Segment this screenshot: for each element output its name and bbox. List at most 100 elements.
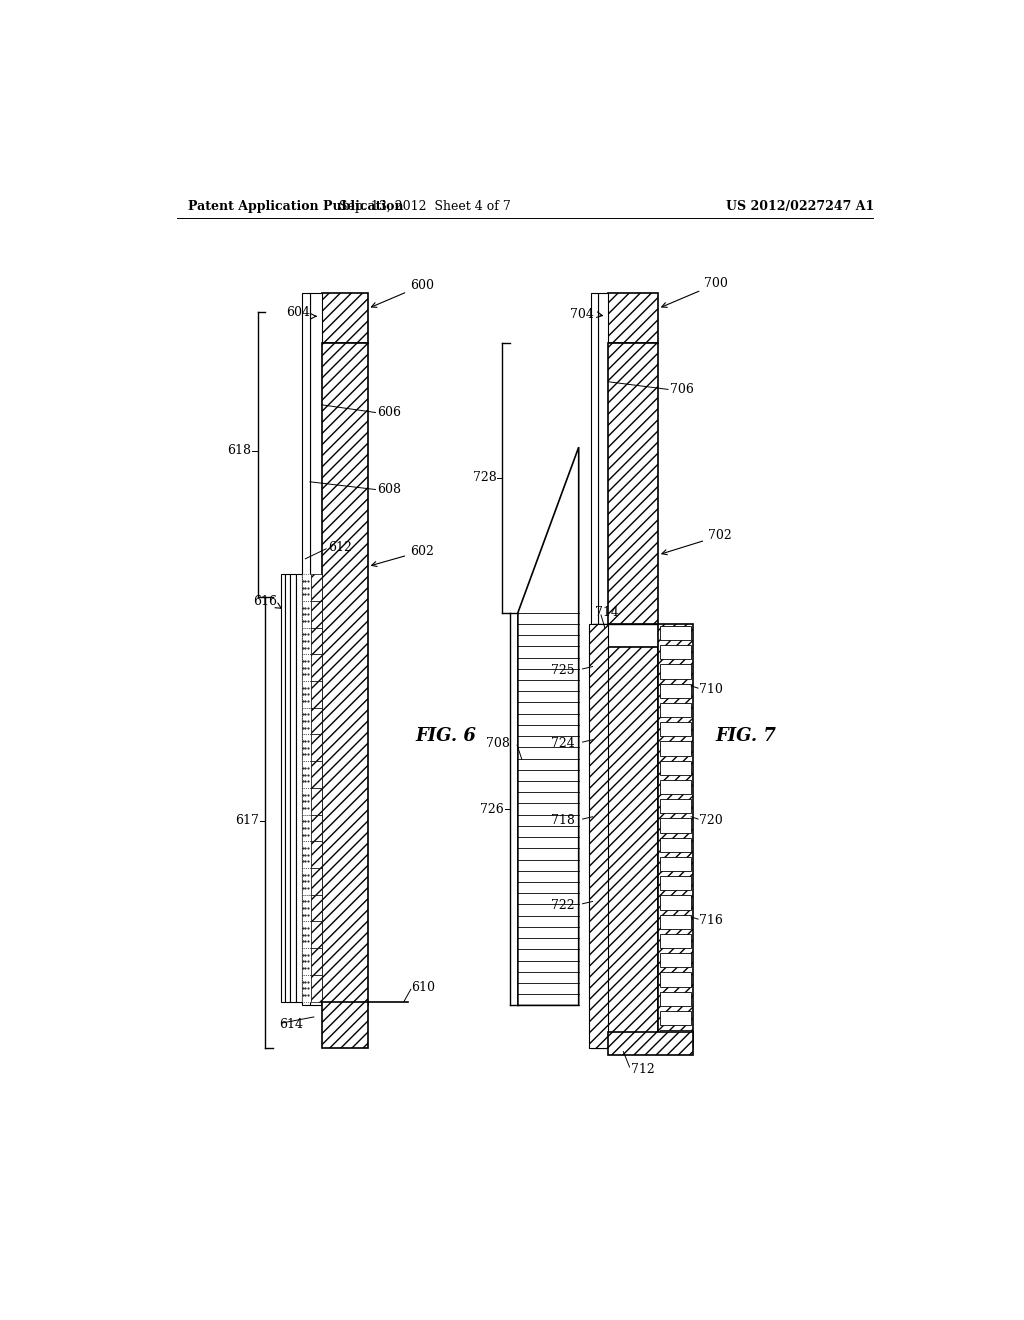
Bar <box>310 841 322 869</box>
Bar <box>659 645 691 660</box>
Text: Sep. 13, 2012  Sheet 4 of 7: Sep. 13, 2012 Sheet 4 of 7 <box>339 199 511 213</box>
Text: 710: 710 <box>698 684 723 696</box>
Text: 720: 720 <box>698 814 723 828</box>
Bar <box>310 762 322 788</box>
Bar <box>608 1032 692 1056</box>
Text: 600: 600 <box>372 279 434 308</box>
Bar <box>659 1011 691 1026</box>
Bar <box>658 624 692 1048</box>
Text: 712: 712 <box>631 1063 654 1076</box>
Text: 700: 700 <box>662 277 728 308</box>
Bar <box>322 293 368 343</box>
Bar <box>659 818 691 833</box>
Text: 706: 706 <box>670 383 693 396</box>
Text: FIG. 6: FIG. 6 <box>416 727 476 744</box>
Bar <box>659 933 691 948</box>
Text: 702: 702 <box>662 529 732 554</box>
Bar <box>310 601 322 627</box>
Text: 604: 604 <box>286 306 310 319</box>
Bar <box>310 814 322 841</box>
Bar <box>591 293 598 1048</box>
Bar <box>301 681 310 708</box>
Text: 617: 617 <box>236 814 259 828</box>
Bar <box>301 841 310 869</box>
Bar <box>310 869 322 895</box>
Bar <box>285 574 290 1002</box>
Text: 608: 608 <box>377 483 401 496</box>
Bar <box>310 574 322 601</box>
Text: 602: 602 <box>372 545 434 566</box>
Bar <box>301 921 310 948</box>
Bar <box>659 857 691 871</box>
Text: 612: 612 <box>328 541 351 554</box>
Bar <box>310 975 322 1002</box>
Bar <box>659 722 691 737</box>
Bar <box>322 343 368 1006</box>
Bar <box>310 293 322 1006</box>
Bar <box>659 626 691 640</box>
Text: 718: 718 <box>551 814 574 828</box>
Bar <box>659 838 691 851</box>
Bar <box>659 953 691 968</box>
Bar <box>659 664 691 678</box>
Bar <box>301 627 310 655</box>
Text: 610: 610 <box>412 981 435 994</box>
Bar <box>290 574 296 1002</box>
Text: 722: 722 <box>551 899 574 912</box>
Bar <box>659 876 691 891</box>
Text: 726: 726 <box>480 803 504 816</box>
Bar <box>659 760 691 775</box>
Text: 704: 704 <box>570 308 594 321</box>
Bar <box>301 788 310 814</box>
Bar <box>589 624 608 1048</box>
Bar <box>310 895 322 921</box>
Bar <box>301 975 310 1002</box>
Bar <box>659 991 691 1006</box>
Bar <box>310 627 322 655</box>
Text: 728: 728 <box>472 471 497 484</box>
Bar <box>310 921 322 948</box>
Bar <box>322 1002 368 1048</box>
Bar <box>301 762 310 788</box>
Text: 716: 716 <box>698 915 723 927</box>
Bar <box>301 708 310 734</box>
Bar <box>659 973 691 987</box>
Text: US 2012/0227247 A1: US 2012/0227247 A1 <box>726 199 874 213</box>
Text: 714: 714 <box>595 606 618 619</box>
Text: 606: 606 <box>377 407 401 418</box>
Bar <box>301 895 310 921</box>
Text: FIG. 7: FIG. 7 <box>716 727 776 744</box>
Bar <box>608 343 658 624</box>
Text: 725: 725 <box>551 664 574 677</box>
Bar <box>301 293 310 1006</box>
Text: 618: 618 <box>227 445 252 458</box>
Text: 616: 616 <box>253 594 276 607</box>
Bar <box>659 702 691 717</box>
Bar <box>608 293 658 343</box>
Text: Patent Application Publication: Patent Application Publication <box>188 199 403 213</box>
Text: 708: 708 <box>486 737 510 750</box>
Bar <box>659 684 691 698</box>
Bar <box>593 624 658 647</box>
Bar <box>608 647 658 1048</box>
Bar <box>659 1030 691 1044</box>
Bar <box>301 601 310 627</box>
Bar <box>301 948 310 975</box>
Bar <box>296 574 301 1002</box>
Bar <box>310 948 322 975</box>
Bar <box>659 915 691 929</box>
Bar <box>310 655 322 681</box>
Text: 614: 614 <box>280 1018 303 1031</box>
Text: 724: 724 <box>551 737 574 750</box>
Bar <box>310 788 322 814</box>
Bar <box>301 814 310 841</box>
Bar <box>598 293 608 1048</box>
Bar <box>301 734 310 762</box>
Bar <box>659 895 691 909</box>
Bar <box>281 574 285 1002</box>
Bar <box>301 574 310 601</box>
Bar <box>659 780 691 795</box>
Bar <box>310 681 322 708</box>
Bar <box>659 742 691 756</box>
Bar <box>659 799 691 813</box>
